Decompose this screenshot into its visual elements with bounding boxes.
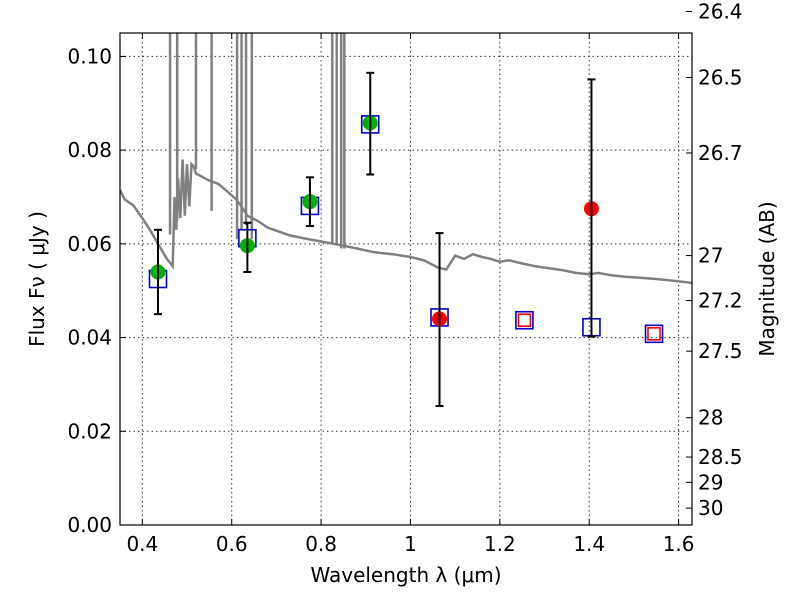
- magnitude-tick-label: 27.5: [698, 339, 743, 363]
- magnitude-tick-label: 30: [698, 496, 723, 520]
- model-spectrum-line: [120, 159, 692, 285]
- y-tick-label: 0.06: [67, 232, 112, 256]
- magnitude-tick-label: 26.4: [698, 0, 743, 23]
- y-axis-title: Flux Fν ( μJy ): [25, 211, 49, 347]
- magnitude-tick-label: 28.5: [698, 445, 743, 469]
- x-tick-label: 1: [404, 532, 417, 556]
- magnitude-tick-label: 29: [698, 470, 723, 494]
- x-tick-label: 0.6: [216, 532, 248, 556]
- magnitude-tick-label: 26.7: [698, 141, 743, 165]
- series-1-open-square: [148, 115, 664, 344]
- magnitude-tick-label: 27: [698, 244, 723, 268]
- series-2-open-square-small: [517, 313, 661, 341]
- magnitude-tick-label: 26.5: [698, 66, 743, 90]
- y-tick-label: 0.08: [67, 138, 112, 162]
- series-0-line: [120, 33, 692, 285]
- axis-ticks: 0.4 0.6 0.8 1 1.2 1.4 1.6 0.00 0.02 0.04 0.06 0.08 0…: [67, 0, 742, 556]
- grid-lines: [120, 33, 692, 526]
- magnitude-tick-label: 28: [698, 406, 723, 430]
- x-tick-label: 1.2: [484, 532, 516, 556]
- series-4-filled-circle: [432, 201, 599, 327]
- plot-frame: [119, 32, 693, 526]
- x-tick-label: 1.6: [663, 532, 695, 556]
- x-tick-label: 1.4: [573, 532, 605, 556]
- y-tick-label: 0.02: [67, 419, 112, 443]
- y-tick-label: 0.04: [67, 326, 112, 350]
- model-flux-square-5: [515, 310, 534, 330]
- model-flux-square-7: [644, 324, 664, 344]
- x-tick-label: 0.8: [305, 532, 337, 556]
- y-tick-label: 0.10: [67, 44, 112, 68]
- upper-limit-square-0: [517, 313, 532, 328]
- upper-limit-square-1: [647, 327, 661, 341]
- plot-area: [120, 33, 692, 407]
- x-tick-label: 0.4: [126, 532, 158, 556]
- series-5-errorbar: [153, 71, 596, 407]
- x-axis-title: Wavelength λ (μm): [310, 563, 501, 587]
- y2-axis-title: Magnitude (AB): [755, 201, 779, 356]
- y-tick-label: 0.00: [67, 513, 112, 537]
- magnitude-tick-label: 27.2: [698, 289, 743, 313]
